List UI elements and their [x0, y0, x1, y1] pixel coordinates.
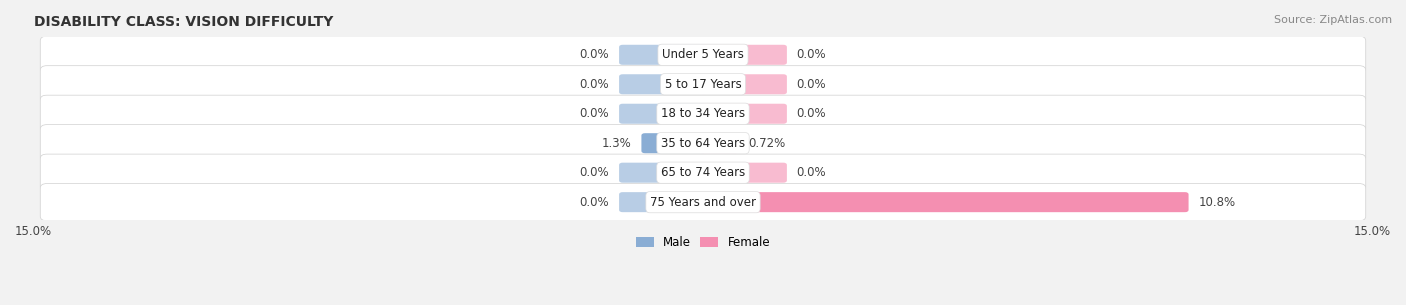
FancyBboxPatch shape: [699, 133, 738, 153]
Text: 18 to 34 Years: 18 to 34 Years: [661, 107, 745, 120]
Text: 10.8%: 10.8%: [1198, 196, 1236, 209]
FancyBboxPatch shape: [619, 74, 707, 94]
FancyBboxPatch shape: [699, 192, 1188, 212]
FancyBboxPatch shape: [699, 163, 787, 183]
FancyBboxPatch shape: [619, 163, 707, 183]
FancyBboxPatch shape: [699, 45, 787, 65]
FancyBboxPatch shape: [619, 45, 707, 65]
Text: Under 5 Years: Under 5 Years: [662, 48, 744, 61]
Text: 0.0%: 0.0%: [797, 107, 827, 120]
Text: 0.0%: 0.0%: [797, 48, 827, 61]
Text: 35 to 64 Years: 35 to 64 Years: [661, 137, 745, 150]
FancyBboxPatch shape: [619, 192, 707, 212]
Text: 0.0%: 0.0%: [579, 166, 609, 179]
Text: 1.3%: 1.3%: [602, 137, 631, 150]
Text: 65 to 74 Years: 65 to 74 Years: [661, 166, 745, 179]
FancyBboxPatch shape: [41, 154, 1365, 191]
Text: 5 to 17 Years: 5 to 17 Years: [665, 78, 741, 91]
Text: 0.0%: 0.0%: [797, 78, 827, 91]
FancyBboxPatch shape: [641, 133, 707, 153]
Text: Source: ZipAtlas.com: Source: ZipAtlas.com: [1274, 15, 1392, 25]
Text: 0.0%: 0.0%: [579, 48, 609, 61]
FancyBboxPatch shape: [41, 184, 1365, 221]
Text: 0.72%: 0.72%: [748, 137, 786, 150]
Legend: Male, Female: Male, Female: [631, 232, 775, 254]
Text: 0.0%: 0.0%: [579, 107, 609, 120]
FancyBboxPatch shape: [699, 104, 787, 124]
FancyBboxPatch shape: [619, 104, 707, 124]
FancyBboxPatch shape: [41, 66, 1365, 103]
Text: 0.0%: 0.0%: [579, 78, 609, 91]
Text: 0.0%: 0.0%: [797, 166, 827, 179]
Text: 75 Years and over: 75 Years and over: [650, 196, 756, 209]
FancyBboxPatch shape: [41, 95, 1365, 132]
Text: DISABILITY CLASS: VISION DIFFICULTY: DISABILITY CLASS: VISION DIFFICULTY: [34, 15, 333, 29]
FancyBboxPatch shape: [41, 36, 1365, 74]
Text: 0.0%: 0.0%: [579, 196, 609, 209]
FancyBboxPatch shape: [41, 125, 1365, 162]
FancyBboxPatch shape: [699, 74, 787, 94]
